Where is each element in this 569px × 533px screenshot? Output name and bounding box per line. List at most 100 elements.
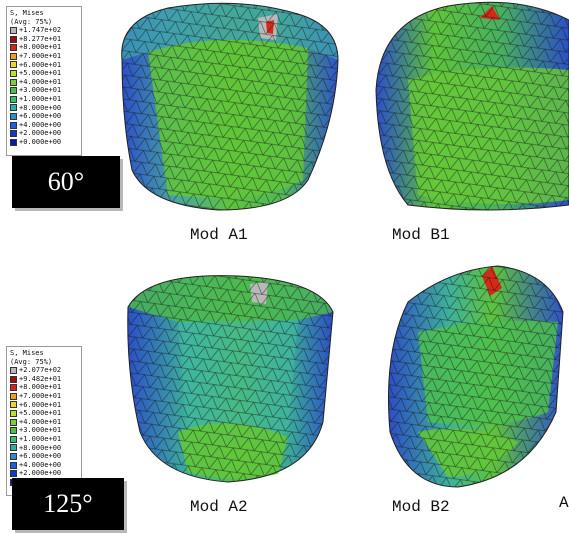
- legend-value: +4.000e+00: [19, 460, 62, 469]
- legend-levels: +1.747e+02 +8.277e+01 +8.000e+01 +7.000e+01…: [10, 26, 78, 146]
- legend-swatch: [10, 52, 17, 60]
- legend-row: +8.000e+01: [10, 43, 78, 52]
- legend-value: +6.000e+01: [19, 400, 62, 409]
- angle-label-60: 60°: [12, 156, 120, 208]
- legend-swatch: [10, 69, 17, 77]
- legend-swatch: [10, 138, 17, 146]
- legend-swatch: [10, 375, 17, 383]
- legend-value: +5.000e+01: [19, 69, 62, 78]
- legend-value: +6.000e+00: [19, 112, 62, 121]
- legend-row: +6.000e+01: [10, 401, 78, 410]
- legend-value: +4.000e+00: [19, 120, 62, 129]
- legend-row: +8.277e+01: [10, 35, 78, 44]
- legend-row: +4.000e+00: [10, 461, 78, 470]
- mesh-model-a2: [127, 275, 334, 483]
- legend-row: +2.000e+00: [10, 469, 78, 478]
- legend-row: +0.000e+00: [10, 138, 78, 147]
- legend-swatch: [10, 61, 17, 69]
- legend-swatch: [10, 427, 17, 435]
- legend-value: +1.747e+02: [19, 26, 62, 35]
- legend-row: +5.000e+01: [10, 409, 78, 418]
- legend-value: +4.000e+01: [19, 417, 62, 426]
- caption-cut-off: A: [559, 494, 569, 512]
- legend-row: +7.000e+01: [10, 52, 78, 61]
- legend-row: +4.000e+01: [10, 78, 78, 87]
- legend-title-line2: (Avg: 75%): [10, 357, 53, 366]
- caption-mod-a2: Mod A2: [190, 498, 248, 516]
- legend-swatch: [10, 418, 17, 426]
- legend-value: +3.000e+01: [19, 426, 62, 435]
- mesh-model-b2: [388, 265, 564, 488]
- stress-legend-top: S, Mises (Avg: 75%) +1.747e+02 +8.277e+01…: [6, 6, 82, 156]
- legend-row: +6.000e+00: [10, 112, 78, 121]
- caption-mod-b1: Mod B1: [392, 226, 450, 244]
- legend-value: +7.000e+01: [19, 391, 62, 400]
- legend-row: +5.000e+01: [10, 69, 78, 78]
- legend-swatch: [10, 78, 17, 86]
- legend-title-line1: S, Mises: [10, 349, 44, 357]
- legend-row: +1.000e+01: [10, 435, 78, 444]
- legend-row: +3.000e+01: [10, 426, 78, 435]
- legend-row: +3.000e+01: [10, 86, 78, 95]
- legend-value: +4.000e+01: [19, 77, 62, 86]
- angle-label-125: 125°: [12, 478, 124, 530]
- legend-row: +8.000e+01: [10, 383, 78, 392]
- legend-swatch: [10, 130, 17, 138]
- mesh-model-a1: [121, 2, 339, 211]
- legend-value: +1.000e+01: [19, 434, 62, 443]
- caption-mod-a1: Mod A1: [190, 226, 248, 244]
- legend-value: +8.000e+00: [19, 443, 62, 452]
- legend-value: +2.077e+02: [19, 366, 62, 375]
- legend-swatch: [10, 461, 17, 469]
- legend-value: +2.000e+00: [19, 129, 62, 138]
- legend-row: +4.000e+00: [10, 121, 78, 130]
- legend-title-line1: S, Mises: [10, 9, 44, 17]
- legend-swatch: [10, 44, 17, 52]
- stress-legend-bottom: S, Mises (Avg: 75%) +2.077e+02 +9.482e+01…: [6, 346, 82, 496]
- legend-swatch: [10, 121, 17, 129]
- legend-swatch: [10, 366, 17, 374]
- legend-value: +0.000e+00: [19, 137, 62, 146]
- legend-value: +8.000e+00: [19, 103, 62, 112]
- legend-value: +9.482e+01: [19, 374, 62, 383]
- legend-value: +8.000e+01: [19, 383, 62, 392]
- legend-row: +8.000e+00: [10, 104, 78, 113]
- legend-row: +7.000e+01: [10, 392, 78, 401]
- legend-swatch: [10, 392, 17, 400]
- legend-row: +1.747e+02: [10, 26, 78, 35]
- legend-swatch: [10, 444, 17, 452]
- legend-swatch: [10, 470, 17, 478]
- legend-swatch: [10, 104, 17, 112]
- legend-levels: +2.077e+02 +9.482e+01 +8.000e+01 +7.000e+01…: [10, 366, 78, 486]
- legend-value: +6.000e+01: [19, 60, 62, 69]
- caption-mod-b2: Mod B2: [392, 498, 450, 516]
- legend-swatch: [10, 384, 17, 392]
- legend-value: +1.000e+01: [19, 94, 62, 103]
- legend-row: +6.000e+00: [10, 452, 78, 461]
- legend-row: +1.000e+01: [10, 95, 78, 104]
- legend-swatch: [10, 87, 17, 95]
- legend-row: +4.000e+01: [10, 418, 78, 427]
- legend-swatch: [10, 409, 17, 417]
- legend-swatch: [10, 452, 17, 460]
- legend-value: +6.000e+00: [19, 452, 62, 461]
- legend-title-line2: (Avg: 75%): [10, 17, 53, 26]
- legend-row: +2.077e+02: [10, 366, 78, 375]
- legend-value: +8.277e+01: [19, 34, 62, 43]
- legend-swatch: [10, 401, 17, 409]
- legend-swatch: [10, 435, 17, 443]
- legend-swatch: [10, 112, 17, 120]
- legend-swatch: [10, 26, 17, 34]
- legend-row: +9.482e+01: [10, 375, 78, 384]
- legend-value: +3.000e+01: [19, 86, 62, 95]
- legend-swatch: [10, 95, 17, 103]
- legend-row: +6.000e+01: [10, 61, 78, 70]
- legend-value: +7.000e+01: [19, 51, 62, 60]
- legend-value: +8.000e+01: [19, 43, 62, 52]
- legend-row: +2.000e+00: [10, 129, 78, 138]
- legend-swatch: [10, 35, 17, 43]
- mesh-model-b1: [375, 1, 569, 211]
- legend-row: +8.000e+00: [10, 444, 78, 453]
- legend-value: +5.000e+01: [19, 409, 62, 418]
- legend-value: +2.000e+00: [19, 469, 62, 478]
